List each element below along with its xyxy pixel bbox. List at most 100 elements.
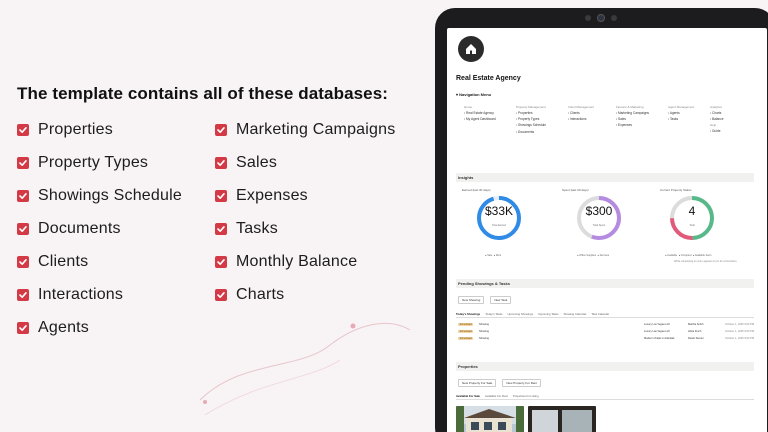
nav-link[interactable]: Balance [710, 117, 724, 121]
nav-link[interactable]: Agents [668, 111, 694, 115]
tab[interactable]: Today's Showings [456, 312, 481, 316]
spent-caption: Total Spent [592, 224, 606, 227]
database-list-right: Marketing Campaigns Sales Expenses Tasks Mon… [215, 120, 395, 305]
row-agent[interactable]: Alicia Finch [688, 330, 702, 333]
row-property[interactable]: Modern Chalet in Arlantiak [644, 337, 675, 340]
nav-column-caption: Agent Management [668, 105, 695, 109]
row-property[interactable]: Luxury Las Vegas Loft [644, 330, 670, 333]
checkbox-checked-icon [17, 124, 29, 136]
row-property[interactable]: Luxury Los Vegas Loft [644, 323, 670, 326]
page-title: Real Estate Agency [456, 75, 521, 82]
nav-link[interactable]: Showings Schedule [516, 123, 546, 127]
database-item: Marketing Campaigns [215, 120, 395, 140]
database-name: Documents [38, 220, 121, 237]
property-photo-pool-villa[interactable] [456, 406, 524, 432]
checkbox-checked-icon [17, 223, 29, 235]
checkbox-checked-icon [17, 322, 29, 334]
checkbox-checked-icon [215, 289, 227, 301]
nav-column: Client Management Clients Interactions [568, 105, 594, 123]
property-tabs: Available For Sale Available For Rent Prop… [456, 394, 539, 398]
tab[interactable]: Upcoming Tasks [538, 312, 559, 316]
pending-buttons: New Showing New Task [458, 296, 512, 304]
nav-link[interactable]: Property Types [516, 117, 546, 121]
nav-link-guide[interactable]: Guide [710, 129, 724, 133]
table-row[interactable]: Scheduled Showing Luxury Los Vegas Loft Mar… [456, 322, 754, 328]
database-item: Documents [17, 219, 182, 239]
new-task-button[interactable]: New Task [490, 296, 512, 304]
earned-ring-chart [477, 196, 521, 240]
navigation-menu-toggle[interactable]: ▾ Navigation Menu [456, 92, 492, 97]
database-name: Property Types [38, 154, 149, 171]
database-item: Charts [215, 285, 395, 305]
database-item: Interactions [17, 285, 182, 305]
insights-note: While completing an entry appears by its… [674, 260, 738, 263]
nav-link[interactable]: Tasks [668, 117, 694, 121]
nav-link[interactable]: Properties [516, 111, 546, 115]
nav-column-caption: Analytics [710, 105, 723, 109]
nav-link[interactable]: Real Estate Agency [464, 111, 496, 115]
database-item: Sales [215, 153, 395, 173]
tab[interactable]: Showing Calendar [563, 312, 587, 316]
earned-caption: Total Earned [491, 224, 507, 227]
nav-link[interactable]: Sales [616, 117, 649, 121]
row-agent[interactable]: Derek Steven [688, 337, 704, 340]
database-name: Monthly Balance [236, 253, 358, 270]
properties-buttons: New Property For Sale New Property For R… [458, 379, 542, 387]
new-property-for-rent-button[interactable]: New Property For Rent [502, 379, 542, 387]
new-showing-button[interactable]: New Showing [458, 296, 485, 304]
checkbox-checked-icon [17, 157, 29, 169]
row-type: Showing [479, 330, 489, 333]
property-tabs-divider [456, 399, 754, 400]
spent-label: Spent (last 30 days) [562, 188, 589, 192]
tabs-divider [456, 317, 754, 318]
checkbox-checked-icon [215, 223, 227, 235]
checkbox-checked-icon [17, 256, 29, 268]
status-badge: Scheduled [458, 330, 474, 333]
insights-header[interactable] [456, 173, 754, 182]
row-date: October 1, 2025 9:00 PM [725, 337, 754, 340]
new-property-for-sale-button[interactable]: New Property For Sale [458, 379, 497, 387]
pending-header[interactable] [456, 279, 754, 288]
tab[interactable]: Upcoming Showings [507, 312, 534, 316]
database-name: Showings Schedule [38, 187, 182, 204]
status-label: Current Property Status [660, 188, 692, 192]
database-name: Agents [38, 319, 90, 336]
row-type: Showing [479, 337, 489, 340]
nav-link[interactable]: Interactions [568, 117, 594, 121]
tab[interactable]: Task Calendar [591, 312, 610, 316]
nav-link[interactable]: Documents [516, 130, 546, 134]
nav-column-caption: Home [464, 105, 473, 109]
row-type: Showing [479, 323, 489, 326]
tablet-frame: Real Estate Agency ▾ Navigation Menu Hom… [435, 8, 768, 432]
nav-link[interactable]: Clients [568, 111, 594, 115]
database-name: Charts [236, 286, 285, 303]
nav-column: Agent Management Agents Tasks [668, 105, 694, 123]
tab[interactable]: Today's Tasks [485, 312, 503, 316]
tab[interactable]: Available For Sale [456, 394, 480, 398]
nav-column-caption: Finance & Marketing [616, 105, 644, 109]
nav-link[interactable]: My Agent Dashboard [464, 117, 496, 121]
row-agent[interactable]: Martha Smith [688, 323, 704, 326]
property-photo-living-room[interactable] [528, 406, 596, 432]
nav-link[interactable]: Expenses [616, 123, 649, 127]
nav-link[interactable]: Charts [710, 111, 724, 115]
checkbox-checked-icon [215, 256, 227, 268]
status-badge: Scheduled [458, 337, 474, 340]
database-name: Expenses [236, 187, 308, 204]
database-name: Properties [38, 121, 113, 138]
table-row[interactable]: Scheduled Showing Modern Chalet in Arlanti… [456, 336, 754, 342]
tab[interactable]: Available For Rent [485, 394, 508, 398]
nav-column: Finance & Marketing Marketing Campaigns Sa… [616, 105, 649, 130]
database-item: Tasks [215, 219, 395, 239]
properties-header[interactable] [456, 362, 754, 371]
status-badge: Scheduled [458, 323, 474, 326]
nav-link[interactable]: Marketing Campaigns [616, 111, 649, 115]
camera-bar [585, 14, 617, 22]
insights-title: Insights [458, 175, 474, 180]
table-row[interactable]: Scheduled Showing Luxury Las Vegas Loft Ali… [456, 329, 754, 335]
nav-column: Home Real Estate Agency My Agent Dashboard [464, 105, 496, 123]
database-name: Tasks [236, 220, 278, 237]
checkbox-checked-icon [215, 190, 227, 202]
checkbox-checked-icon [215, 124, 227, 136]
tab[interactable]: Properties for Listing [512, 394, 539, 398]
